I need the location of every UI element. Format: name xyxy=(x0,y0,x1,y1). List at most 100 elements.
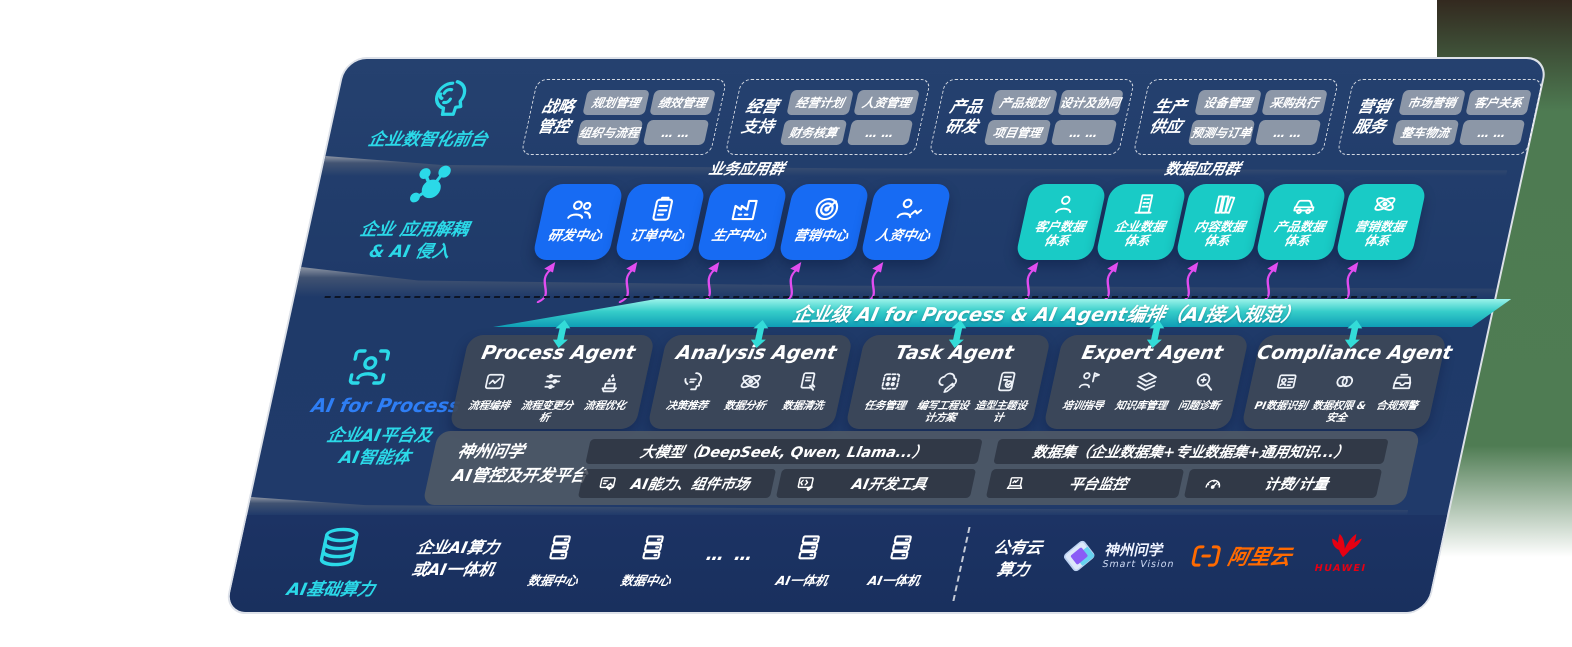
dev-platform-name-1: 神州问学 xyxy=(455,442,527,461)
app-tile: 研发中心 xyxy=(531,184,625,260)
link-arrow-cyan xyxy=(1341,320,1367,348)
module-pill: 市场营销 xyxy=(1398,90,1466,115)
agent-item-label: 决策推荐 xyxy=(664,400,709,412)
platform-cell: AI开发工具 xyxy=(775,469,977,498)
smartvision-logo xyxy=(1056,537,1102,575)
app-tile: 营销中心 xyxy=(777,184,871,260)
data-tile-label: 营销数据 体系 xyxy=(1350,219,1407,249)
agent-item: 培训指导 xyxy=(1053,369,1120,412)
app-tile-label: 人资中心 xyxy=(874,228,932,244)
domain-group-name: 生产 供应 xyxy=(1148,97,1189,137)
app-tile-label: 研发中心 xyxy=(546,228,604,244)
infra-node-label: AI一体机 xyxy=(774,573,830,588)
dataset-bar: 数据集（企业数据集+专业数据集+通用知识...） xyxy=(993,439,1389,464)
server-icon xyxy=(883,531,920,563)
data-tile: 企业数据 体系 xyxy=(1094,184,1188,260)
code-tool-icon xyxy=(793,473,819,494)
data-tile-label: 产品数据 体系 xyxy=(1270,219,1326,249)
agent-item-label: 知识库管理 xyxy=(1113,400,1168,412)
agent-item: 决策推荐 xyxy=(657,369,724,412)
target-icon xyxy=(809,194,846,224)
agent-item: 问题诊断 xyxy=(1169,369,1236,412)
agent-item-label: 造型主题设计 xyxy=(973,400,1028,425)
group-name-line: 供应 xyxy=(1147,117,1184,136)
platform-cell-label: AI能力、组件市场 xyxy=(629,477,751,493)
laptop-chart-icon xyxy=(1003,473,1029,494)
group-name-line: 产品 xyxy=(948,97,985,116)
platform-cell: 平台监控 xyxy=(985,469,1185,498)
brain-circuit-icon xyxy=(419,73,476,123)
agent-item-label: 数据分析 xyxy=(722,400,767,412)
task-grid-icon xyxy=(875,369,905,394)
platform-cell: AI能力、组件市场 xyxy=(577,469,777,498)
data-tile: 营销数据 体系 xyxy=(1334,184,1428,260)
app-tile: 订单中心 xyxy=(613,184,707,260)
clipboard-icon xyxy=(645,194,682,224)
tile-label-line: 体系 xyxy=(1362,233,1392,249)
platform-cell-label: 计费/计量 xyxy=(1262,477,1330,493)
infra-node: 数据中心 xyxy=(604,531,697,589)
module-pill: … … xyxy=(642,120,710,145)
smartvision-sub: Smart Vision xyxy=(1101,559,1176,570)
integration-dashed-line xyxy=(324,296,1477,298)
agent-item: 数据权限 & 安全 xyxy=(1306,369,1376,424)
dev-platform-panel: 神州问学 AI管控及开发平台 大模型（DeepSeek, Qwen, Llama… xyxy=(422,431,1421,505)
module-pill: 经营计划 xyxy=(786,90,854,115)
molecule-icon xyxy=(404,163,460,209)
domain-group-name: 营销 服务 xyxy=(1352,97,1393,137)
enterprise-compute-label-1: 企业AI算力 xyxy=(414,538,502,557)
group-name-line: 支持 xyxy=(739,117,776,136)
agent-item-label: 流程变更分析 xyxy=(519,400,574,425)
agent-item-label: 流程优化 xyxy=(582,400,627,412)
platform-cell-label: 平台监控 xyxy=(1067,477,1129,493)
tile-label-line: 体系 xyxy=(1202,233,1232,249)
platform-cell-label: AI开发工具 xyxy=(850,477,929,493)
agent-item: PI数据识别 xyxy=(1248,369,1318,424)
tile-label-line: 体系 xyxy=(1282,233,1312,249)
domain-group: 战略 管控 规划管理 绩效管理 组织与流程… … xyxy=(520,79,728,155)
tile-label-line: 营销数据 xyxy=(1353,219,1407,234)
agent-item-label: 数据权限 & 安全 xyxy=(1310,400,1368,425)
module-pill: 产品规划 xyxy=(990,90,1058,115)
scan-person-icon xyxy=(340,343,398,391)
domain-group: 经营 支持 经营计划 人资管理 财务核算… … xyxy=(724,79,932,155)
agent-items: 任务管理 编写工程设计方案 造型主题设计 xyxy=(846,369,1044,424)
app-tile-label: 订单中心 xyxy=(628,228,686,244)
model-bar: 大模型（DeepSeek, Qwen, Llama...） xyxy=(585,439,983,464)
agent-item: 数据清洗 xyxy=(773,369,840,412)
data-tile-label: 内容数据 体系 xyxy=(1190,219,1246,249)
doc-clean-icon xyxy=(793,369,823,394)
module-pill: 采购执行 xyxy=(1260,90,1328,115)
domain-group-name: 产品 研发 xyxy=(944,97,985,137)
module-pill: … … xyxy=(846,120,914,145)
agent-items: 决策推荐 数据分析 数据清洗 xyxy=(651,369,846,412)
agent-item: 造型主题设计 xyxy=(968,369,1038,424)
agent-item-label: 数据清洗 xyxy=(780,400,825,412)
agent-item-label: 培训指导 xyxy=(1060,400,1105,412)
person-trend-icon xyxy=(891,194,928,224)
domain-group: 产品 研发 产品规划 设计及协同 项目管理… … xyxy=(928,79,1136,155)
business-apps-title: 业务应用群 xyxy=(707,160,787,178)
agent-item: 知识库管理 xyxy=(1111,369,1178,412)
module-pill: … … xyxy=(1050,120,1118,145)
building-icon xyxy=(1129,191,1161,217)
module-pill: 绩效管理 xyxy=(648,90,716,115)
data-tile: 客户数据 体系 xyxy=(1014,184,1108,260)
group-name-line: 营销 xyxy=(1356,97,1393,116)
agent-item: 流程优化 xyxy=(572,369,642,424)
module-pill: … … xyxy=(1254,120,1322,145)
chart-window-icon xyxy=(479,369,509,394)
huawei-name: HUAWEI xyxy=(1313,563,1368,574)
agent-item-label: 问题诊断 xyxy=(1176,400,1221,412)
layers-icon xyxy=(1131,369,1161,394)
module-pill: … … xyxy=(1458,120,1526,145)
floor-wedge xyxy=(321,156,1510,176)
app-tile: 人资中心 xyxy=(859,184,953,260)
person-icon xyxy=(1049,191,1081,217)
rings-icon xyxy=(1329,369,1359,394)
group-name-line: 战略 xyxy=(540,97,577,116)
trainer-icon xyxy=(1073,369,1103,394)
module-pill: 设备管理 xyxy=(1194,90,1262,115)
group-name-line: 生产 xyxy=(1152,97,1189,116)
agent-items: 流程编排 流程变更分析 流程优化 xyxy=(450,369,648,424)
